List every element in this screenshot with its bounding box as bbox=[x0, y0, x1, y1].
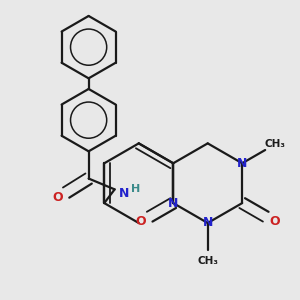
Text: N: N bbox=[168, 196, 178, 210]
Text: O: O bbox=[52, 191, 63, 204]
Text: N: N bbox=[237, 157, 247, 170]
Text: H: H bbox=[131, 184, 140, 194]
Text: CH₃: CH₃ bbox=[197, 256, 218, 266]
Text: N: N bbox=[202, 217, 213, 230]
Text: O: O bbox=[136, 215, 146, 228]
Text: CH₃: CH₃ bbox=[265, 139, 286, 149]
Text: O: O bbox=[269, 215, 280, 228]
Text: N: N bbox=[119, 187, 129, 200]
